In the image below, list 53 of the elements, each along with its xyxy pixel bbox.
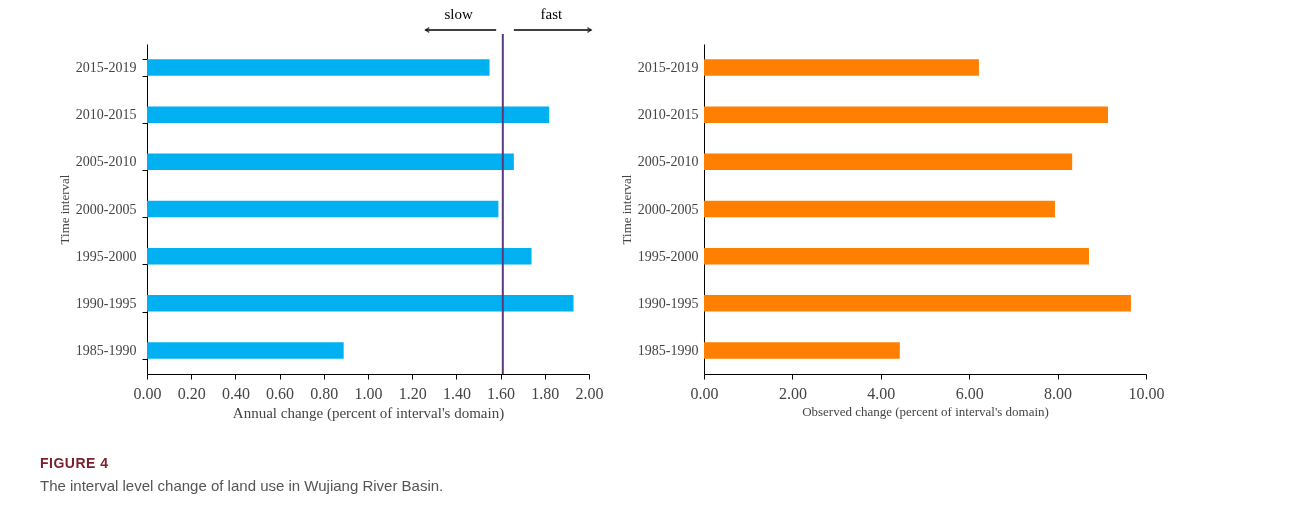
y-tick-label: 2005-2010: [637, 154, 699, 170]
y-tick-label: 2010-2015: [75, 107, 137, 123]
y-tick-label: 1985-1990: [75, 342, 137, 358]
y-tick-label: 2015-2019: [75, 60, 137, 76]
x-tick-label: 1.80: [531, 384, 560, 402]
x-tick-label: 0.00: [690, 384, 719, 402]
bar: [147, 106, 550, 123]
x-tick-label: 2.00: [778, 384, 807, 402]
bar: [704, 200, 1055, 218]
text: slow: [444, 6, 473, 22]
x-tick-label: 10.00: [1128, 384, 1165, 402]
y-tick-label: 1995-2000: [75, 248, 137, 264]
bar: [147, 295, 574, 312]
x-tick-label: 0.00: [133, 384, 162, 402]
x-tick-label: 4.00: [867, 384, 896, 402]
text: The interval level change of land use in Wujiang River Basin.: [40, 477, 444, 494]
bar: [704, 59, 979, 76]
caption: FIGURE 4: [40, 455, 110, 471]
bar: [704, 106, 1108, 123]
y-tick-label: 1985-1990: [637, 342, 699, 358]
bar: [704, 247, 1089, 265]
y-axis-title: Time interval: [56, 174, 72, 245]
bar: [147, 200, 499, 218]
x-tick-label: 1.00: [354, 384, 383, 402]
x-tick-label: 0.40: [221, 384, 250, 402]
x-tick-label: 1.40: [442, 384, 471, 402]
y-axis-title: Time interval: [618, 174, 634, 245]
bar: [147, 59, 490, 76]
bar: [147, 247, 532, 265]
bar: [704, 295, 1131, 312]
y-tick-label: 1995-2000: [637, 248, 699, 264]
bar: [147, 342, 344, 359]
x-tick-label: 0.20: [177, 384, 206, 402]
y-tick-label: 2000-2005: [75, 201, 137, 217]
x-tick-label: 6.00: [955, 384, 984, 402]
x-axis-title: Annual change (percent of interval's domain): [232, 404, 505, 422]
x-tick-label: 1.20: [398, 384, 427, 402]
x-axis-title: Observed change (percent of interval's domain): [802, 403, 1049, 419]
y-tick-label: 2010-2015: [637, 107, 699, 123]
y-tick-label: 1990-1995: [637, 295, 699, 311]
y-tick-label: 1990-1995: [75, 295, 137, 311]
bar: [704, 153, 1073, 171]
y-tick-label: 2015-2019: [637, 60, 699, 76]
x-tick-label: 0.80: [310, 384, 339, 402]
y-tick-label: 2005-2010: [75, 154, 137, 170]
bar: [704, 342, 900, 359]
y-tick-label: 2000-2005: [637, 201, 699, 217]
x-tick-label: 1.60: [487, 384, 516, 402]
text: fast: [540, 6, 564, 22]
x-tick-label: 8.00: [1044, 384, 1073, 402]
bar: [147, 153, 514, 171]
x-tick-label: 0.60: [266, 384, 295, 402]
x-tick-label: 2.00: [575, 384, 604, 402]
